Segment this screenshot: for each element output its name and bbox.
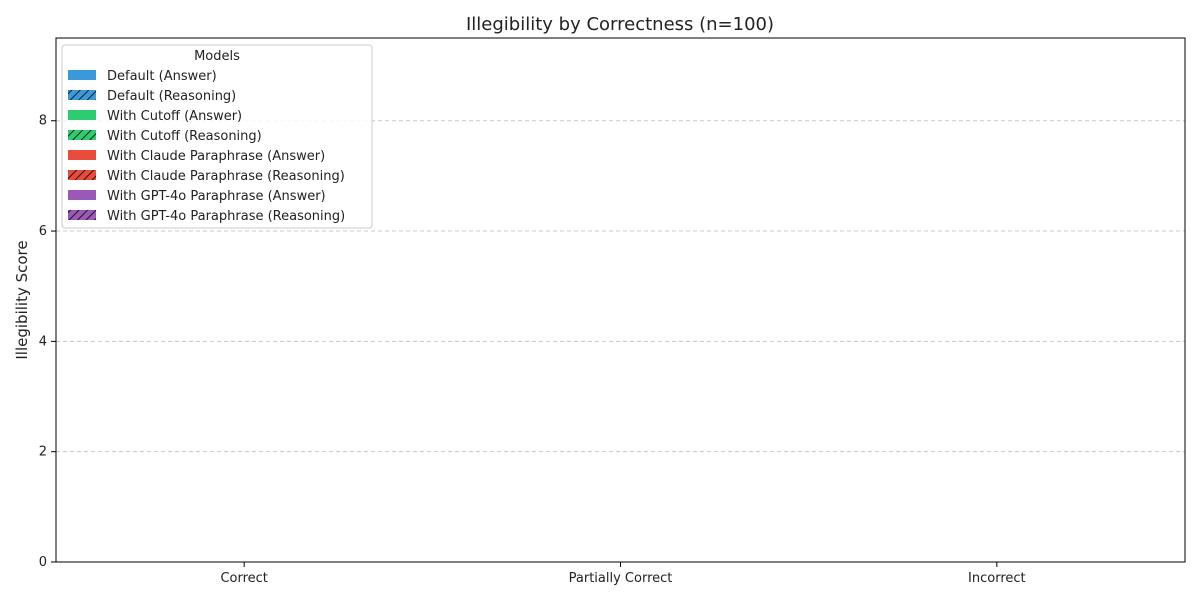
x-axis-ticks: Correct Partially Correct Incorrect — [220, 562, 1026, 586]
y-tick-label: 2 — [39, 445, 47, 460]
y-axis-label: Illegibility Score — [13, 240, 31, 359]
y-tick-label: 8 — [39, 114, 47, 129]
legend-entry: With Claude Paraphrase (Answer) — [68, 149, 325, 164]
legend-entry: With Claude Paraphrase (Reasoning) — [68, 169, 345, 184]
legend-swatch — [68, 70, 96, 80]
legend-swatch — [68, 150, 96, 160]
legend-label: Default (Answer) — [107, 69, 217, 84]
legend-title: Models — [194, 49, 240, 64]
y-tick-label: 4 — [39, 334, 47, 349]
legend: Models Default (Answer) Default (Reasonin… — [61, 44, 373, 229]
legend-swatch — [68, 110, 96, 120]
legend-label: With GPT-4o Paraphrase (Answer) — [107, 189, 326, 204]
legend-swatch — [68, 130, 96, 140]
x-tick-label: Partially Correct — [569, 571, 673, 586]
legend-entry: Default (Reasoning) — [68, 89, 236, 104]
legend-box — [61, 44, 373, 229]
legend-swatch — [68, 190, 96, 200]
y-axis-ticks: 0 2 4 6 8 — [39, 114, 56, 570]
y-tick-label: 6 — [39, 224, 47, 239]
legend-label: With Claude Paraphrase (Reasoning) — [107, 169, 345, 184]
grid-lines — [56, 120, 1185, 453]
legend-entry: With Cutoff (Reasoning) — [68, 129, 262, 144]
x-tick-label: Correct — [220, 571, 267, 586]
legend-swatch — [68, 90, 96, 100]
legend-entry: Default (Answer) — [68, 69, 217, 84]
legend-label: With GPT-4o Paraphrase (Reasoning) — [107, 209, 345, 224]
legend-label: With Cutoff (Reasoning) — [107, 129, 262, 144]
legend-swatch — [68, 170, 96, 180]
legend-entry: With GPT-4o Paraphrase (Reasoning) — [68, 209, 345, 224]
legend-label: With Cutoff (Answer) — [107, 109, 242, 124]
legend-swatch — [68, 210, 96, 220]
legend-items: Default (Answer) Default (Reasoning) With … — [68, 69, 345, 224]
legend-label: Default (Reasoning) — [107, 89, 236, 104]
chart-title: Illegibility by Correctness (n=100) — [466, 14, 774, 35]
legend-entry: With Cutoff (Answer) — [68, 109, 242, 124]
legend-entry: With GPT-4o Paraphrase (Answer) — [68, 189, 326, 204]
legend-label: With Claude Paraphrase (Answer) — [107, 149, 325, 164]
x-tick-label: Incorrect — [968, 571, 1026, 586]
y-tick-label: 0 — [39, 555, 47, 570]
